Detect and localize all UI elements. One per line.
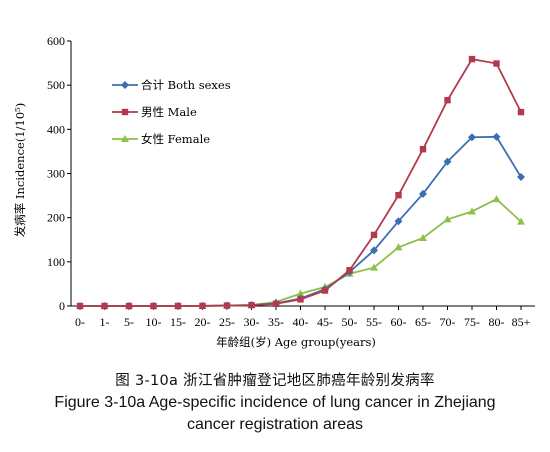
y-tick-label: 100 xyxy=(47,255,65,269)
series-layer xyxy=(76,55,525,310)
data-point-triangle xyxy=(370,263,378,271)
data-point-triangle xyxy=(492,195,501,203)
data-point-square xyxy=(419,146,427,153)
data-point-square xyxy=(321,287,329,294)
x-tick-label: 5- xyxy=(124,315,134,329)
data-point-diamond xyxy=(517,173,525,182)
x-tick-label: 15- xyxy=(170,315,186,329)
data-point-square xyxy=(468,55,476,63)
data-point-diamond xyxy=(492,132,501,141)
data-point-diamond xyxy=(370,246,378,255)
x-axis-ticks: 0- 1- 5- 10- 15- 20- 25- 30- 35- 40- 45- 50- 55- 60- 6… xyxy=(75,306,531,329)
y-axis-ticks: 0 100 200 300 400 500 600 xyxy=(47,34,71,313)
legend-label: 合计 Both sexes xyxy=(141,78,231,92)
x-tick-label: 1- xyxy=(100,315,110,329)
data-point-square xyxy=(395,191,402,199)
x-tick-label: 70- xyxy=(440,315,456,329)
data-point-triangle xyxy=(517,217,525,225)
data-point-triangle xyxy=(296,289,305,297)
x-tick-label: 35- xyxy=(268,315,284,329)
x-tick-label: 65- xyxy=(415,315,431,329)
figure-caption-english-line1: Figure 3-10a Age-specific incidence of l… xyxy=(54,394,496,411)
series-square xyxy=(76,55,525,310)
legend-item: 合计 Both sexes xyxy=(112,78,231,92)
data-point-diamond xyxy=(121,81,129,89)
x-tick-label: 60- xyxy=(391,315,407,329)
data-point-square xyxy=(174,302,182,310)
x-tick-label: 75- xyxy=(464,315,480,329)
data-point-square xyxy=(76,302,84,310)
data-point-diamond xyxy=(419,189,427,198)
data-point-square xyxy=(101,302,108,310)
x-tick-label: 55- xyxy=(366,315,382,329)
x-tick-label: 80- xyxy=(489,315,505,329)
data-point-triangle xyxy=(419,233,427,241)
data-point-square xyxy=(199,302,206,310)
y-tick-label: 300 xyxy=(47,167,65,181)
y-tick-label: 400 xyxy=(47,122,65,136)
legend-item: 女性 Female xyxy=(112,132,210,146)
x-tick-label: 30- xyxy=(244,315,260,329)
series-diamond xyxy=(76,132,525,310)
x-tick-label: 20- xyxy=(195,315,211,329)
legend: 合计 Both sexes 男性 Male 女性 Female xyxy=(112,78,231,146)
x-tick-label: 85+ xyxy=(512,315,531,329)
legend-label: 男性 Male xyxy=(141,105,197,119)
data-point-square xyxy=(248,301,255,309)
data-point-triangle xyxy=(121,135,129,142)
data-point-diamond xyxy=(394,217,403,226)
x-tick-label: 0- xyxy=(75,315,85,329)
data-point-square xyxy=(272,300,280,307)
data-point-square xyxy=(444,96,451,104)
legend-item: 男性 Male xyxy=(112,105,197,119)
x-tick-label: 25- xyxy=(219,315,235,329)
data-point-square xyxy=(125,302,133,310)
legend-label: 女性 Female xyxy=(141,132,210,146)
y-tick-label: 500 xyxy=(47,78,65,92)
data-point-square xyxy=(150,302,157,310)
x-axis-title: 年龄组(岁) Age group(years) xyxy=(216,335,376,349)
series-line xyxy=(80,58,522,307)
x-tick-label: 40- xyxy=(293,315,309,329)
data-point-triangle xyxy=(468,207,476,215)
data-point-triangle xyxy=(443,215,452,223)
y-axis-title: 发病率 Incidence(1/10⁵) xyxy=(13,103,27,237)
x-tick-label: 50- xyxy=(342,315,358,329)
x-tick-label: 45- xyxy=(317,315,333,329)
data-point-diamond xyxy=(468,133,476,142)
y-tick-label: 200 xyxy=(47,211,65,225)
series-triangle xyxy=(76,195,525,309)
data-point-square xyxy=(297,296,304,303)
data-point-triangle xyxy=(394,243,403,251)
data-point-square xyxy=(370,231,378,239)
line-chart: 0 100 200 300 400 500 600 0- 1- 5- 10- 15- 20- 25- 30… xyxy=(13,34,535,349)
x-tick-label: 10- xyxy=(146,315,162,329)
figure-caption-english-line2: cancer registration areas xyxy=(186,416,364,433)
data-point-square xyxy=(121,108,129,116)
y-tick-label: 0 xyxy=(59,299,65,313)
data-point-square xyxy=(517,108,525,116)
series-line xyxy=(80,135,522,307)
y-tick-label: 600 xyxy=(47,34,65,48)
data-point-square xyxy=(493,60,500,67)
figure-caption-chinese: 图 3-10a 浙江省肿瘤登记地区肺癌年龄别发病率 xyxy=(115,373,435,389)
data-point-square xyxy=(346,267,353,274)
data-point-diamond xyxy=(443,157,452,166)
data-point-square xyxy=(223,302,231,309)
